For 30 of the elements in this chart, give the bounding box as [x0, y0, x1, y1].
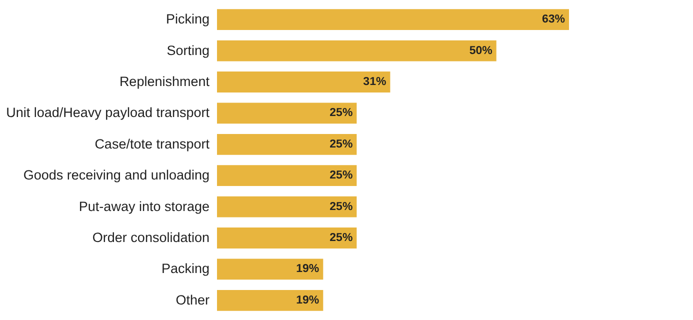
- data-label: 25%: [330, 170, 353, 182]
- y-tick-label: Goods receiving and unloading: [23, 168, 210, 183]
- data-label: 19%: [296, 294, 320, 306]
- bar: [217, 72, 390, 92]
- y-tick-label: Sorting: [166, 42, 210, 58]
- bar: [217, 40, 496, 62]
- bar: [217, 134, 357, 155]
- bar: [217, 258, 324, 280]
- bar: [217, 165, 357, 186]
- data-label: 25%: [330, 232, 353, 244]
- data-label: 25%: [330, 138, 353, 150]
- y-tick-label: Other: [176, 292, 210, 308]
- data-label: 63%: [542, 14, 565, 26]
- y-tick-label: Packing: [161, 261, 210, 276]
- bar: [217, 9, 569, 30]
- y-tick-label: Picking: [166, 12, 210, 27]
- y-tick-label: Put-away into storage: [78, 198, 210, 214]
- y-tick-label: Unit load/Heavy payload transport: [6, 105, 210, 120]
- bar: [217, 290, 324, 311]
- y-tick-label: Order consolidation: [92, 230, 210, 246]
- bar: [217, 196, 357, 218]
- data-label: 19%: [296, 263, 320, 276]
- data-label: 25%: [330, 200, 353, 213]
- bar: [217, 102, 357, 124]
- data-label: 31%: [363, 76, 386, 88]
- bar: [217, 228, 357, 248]
- y-tick-label: Case/tote transport: [94, 136, 210, 152]
- data-label: 50%: [469, 44, 492, 57]
- data-label: 25%: [330, 107, 353, 120]
- y-tick-label: Replenishment: [119, 74, 210, 89]
